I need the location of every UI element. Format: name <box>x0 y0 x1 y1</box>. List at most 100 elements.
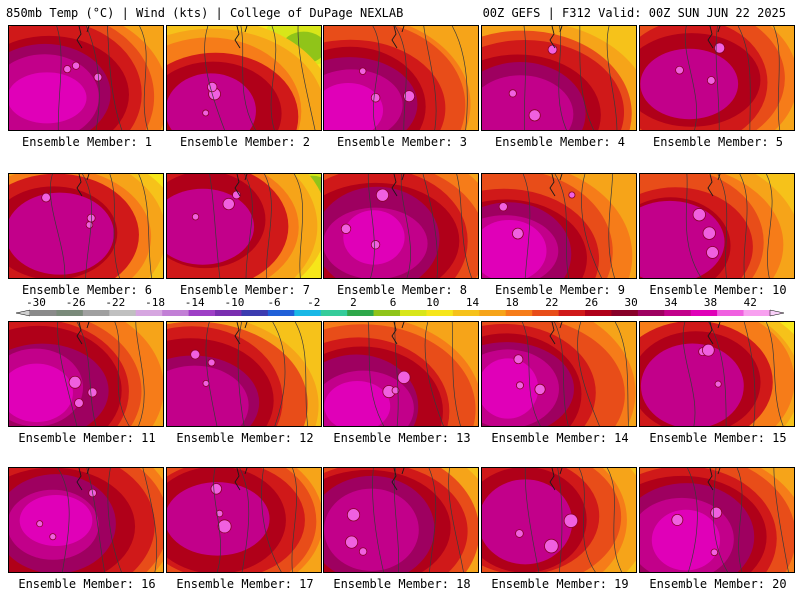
ensemble-member-caption: Ensemble Member: 7 <box>179 283 311 297</box>
temperature-field-map <box>167 468 321 572</box>
ensemble-panel-11 <box>8 321 164 427</box>
ensemble-member-caption: Ensemble Member: 9 <box>494 283 626 297</box>
temperature-field-map <box>167 26 321 130</box>
temperature-field-map <box>167 174 321 278</box>
colorbar-segment <box>109 310 137 316</box>
ensemble-panel-14 <box>481 321 637 427</box>
colorbar-max-arrow <box>769 309 785 317</box>
colorbar-segment <box>479 310 507 316</box>
colorbar-segment <box>611 310 639 316</box>
colorbar-segment <box>30 310 57 316</box>
colorbar-segment <box>373 310 401 316</box>
temperature-field-map <box>482 26 636 130</box>
ensemble-panel-9 <box>481 173 637 279</box>
colorbar-segment <box>743 310 771 316</box>
ensemble-panel-2 <box>166 25 322 131</box>
ensemble-member-caption: Ensemble Member: 15 <box>649 431 787 445</box>
ensemble-panel-10 <box>639 173 795 279</box>
colorbar-segment <box>637 310 665 316</box>
colorbar-segment <box>717 310 744 316</box>
ensemble-member-caption: Ensemble Member: 4 <box>494 135 626 149</box>
colorbar-segment <box>56 310 84 316</box>
colorbar-tick-label: 38 <box>704 296 717 309</box>
colorbar-segment <box>664 310 692 316</box>
ensemble-panel-1 <box>8 25 164 131</box>
colorbar-segment <box>241 310 269 316</box>
colorbar-segment <box>585 310 612 316</box>
colorbar-min-arrow <box>15 309 31 317</box>
temperature-field-map <box>9 26 163 130</box>
temperature-field-map <box>482 322 636 426</box>
ensemble-member-caption: Ensemble Member: 8 <box>336 283 468 297</box>
ensemble-member-caption: Ensemble Member: 6 <box>21 283 153 297</box>
colorbar-tick-label: 22 <box>545 296 558 309</box>
temperature-field-map <box>640 174 794 278</box>
temperature-field-map <box>324 322 478 426</box>
ensemble-panel-3 <box>323 25 479 131</box>
colorbar-tick-label: 42 <box>744 296 757 309</box>
temperature-field-map <box>9 174 163 278</box>
model-run-info: 00Z GEFS | F312 Valid: 00Z SUN JUN 22 20… <box>482 6 786 20</box>
ensemble-panel-12 <box>166 321 322 427</box>
temperature-field-map <box>640 26 794 130</box>
ensemble-member-caption: Ensemble Member: 3 <box>336 135 468 149</box>
temperature-field-map <box>9 468 163 572</box>
ensemble-member-caption: Ensemble Member: 16 <box>18 577 156 591</box>
colorbar-segment <box>532 310 559 316</box>
colorbar-segment <box>82 310 110 316</box>
ensemble-panel-15 <box>639 321 795 427</box>
colorbar-tick-label: 10 <box>426 296 439 309</box>
ensemble-panel-7 <box>166 173 322 279</box>
colorbar-segment <box>267 310 295 316</box>
ensemble-member-caption: Ensemble Member: 2 <box>179 135 311 149</box>
colorbar-tick-label: -18 <box>145 296 165 309</box>
colorbar-tick-label: -30 <box>26 296 46 309</box>
ensemble-panel-16 <box>8 467 164 573</box>
colorbar-segment <box>400 310 427 316</box>
ensemble-panel-6 <box>8 173 164 279</box>
ensemble-panel-13 <box>323 321 479 427</box>
colorbar-tick-label: 2 <box>350 296 357 309</box>
colorbar-tick-label: -10 <box>224 296 244 309</box>
colorbar-tick-label: 26 <box>585 296 598 309</box>
ensemble-member-caption: Ensemble Member: 19 <box>491 577 629 591</box>
colorbar-segment <box>347 310 374 316</box>
colorbar-tick-label: -22 <box>105 296 125 309</box>
ensemble-member-caption: Ensemble Member: 14 <box>491 431 629 445</box>
ensemble-member-caption: Ensemble Member: 12 <box>176 431 314 445</box>
temperature-field-map <box>324 26 478 130</box>
temperature-colorbar: -30 -26 -22 -18 -14 -10 -6 -2 2 6 10 14 18 22 26 30 34 38… <box>15 296 785 317</box>
colorbar-segment <box>320 310 348 316</box>
colorbar-tick-label: 30 <box>625 296 638 309</box>
ensemble-panel-5 <box>639 25 795 131</box>
temperature-field-map <box>482 174 636 278</box>
colorbar-tick-label: -26 <box>66 296 86 309</box>
colorbar-segment <box>294 310 322 316</box>
ensemble-member-caption: Ensemble Member: 18 <box>333 577 471 591</box>
ensemble-member-caption: Ensemble Member: 11 <box>18 431 156 445</box>
colorbar-tick-label: 6 <box>390 296 397 309</box>
colorbar-segment <box>558 310 586 316</box>
colorbar-segment <box>215 310 242 316</box>
ensemble-member-caption: Ensemble Member: 10 <box>649 283 787 297</box>
temperature-field-map <box>324 174 478 278</box>
ensemble-panel-17 <box>166 467 322 573</box>
colorbar-tick-label: 34 <box>664 296 678 309</box>
colorbar-segment <box>690 310 718 316</box>
colorbar-tick-label: 14 <box>466 296 480 309</box>
map-title: 850mb Temp (°C) | Wind (kts) | College o… <box>6 6 404 20</box>
colorbar-segment <box>426 310 454 316</box>
ensemble-member-caption: Ensemble Member: 17 <box>176 577 314 591</box>
temperature-field-map <box>167 322 321 426</box>
colorbar-segment <box>505 310 533 316</box>
ensemble-panel-18 <box>323 467 479 573</box>
temperature-field-map <box>482 468 636 572</box>
colorbar-tick-label: 18 <box>506 296 519 309</box>
colorbar-tick-label: -6 <box>267 296 280 309</box>
colorbar-segment <box>452 310 480 316</box>
ensemble-panel-19 <box>481 467 637 573</box>
colorbar-segment <box>162 310 189 316</box>
temperature-field-map <box>640 322 794 426</box>
temperature-field-map <box>640 468 794 572</box>
ensemble-member-caption: Ensemble Member: 5 <box>652 135 784 149</box>
